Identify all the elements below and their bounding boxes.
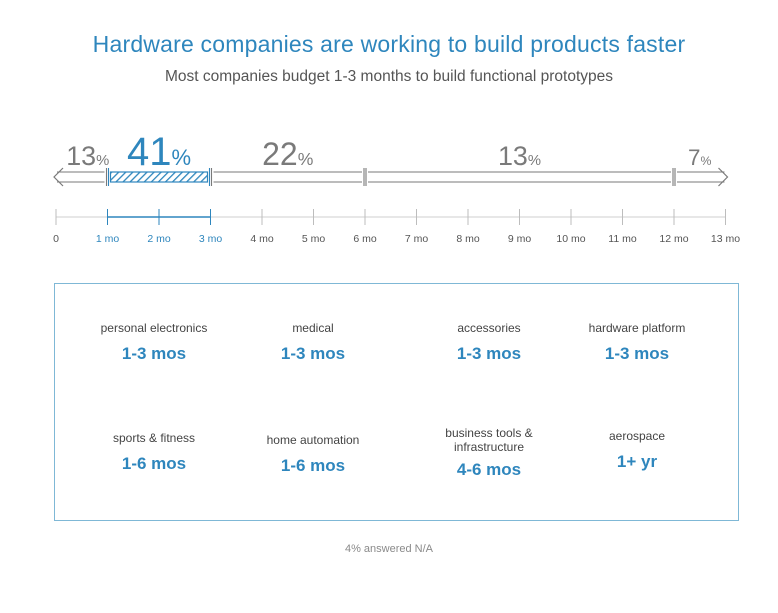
category-value: 1-3 mos [456, 344, 522, 363]
category-cell-sports-fitness: sports & fitness 1-6 mos [69, 431, 239, 474]
chart-title: Hardware companies are working to build … [92, 31, 686, 57]
timeline-segment: 13% [53, 141, 109, 187]
category-label: aerospace [608, 429, 666, 443]
axis-tick-label: 13 mo [711, 233, 740, 245]
category-value: 1-6 mos [121, 454, 187, 473]
segment-bar-hatched [109, 171, 209, 183]
category-value: 1-3 mos [280, 344, 346, 363]
axis-tick-label: 10 mo [556, 233, 585, 245]
segment-percent-value: 13 [66, 141, 96, 171]
category-label: home automation [266, 433, 360, 447]
segment-arrow-right [718, 167, 729, 187]
segment-percent-label: 41% [127, 130, 191, 174]
category-cell-home-automation: home automation 1-6 mos [228, 433, 398, 476]
axis-tick-label: 2 mo [147, 233, 171, 245]
axis-tick-label: 6 mo [353, 233, 377, 245]
segment-percent-symbol: % [96, 153, 109, 169]
segment-percent-symbol: % [528, 153, 541, 169]
segment-percent-value: 22 [262, 136, 298, 172]
segment-percent-symbol: % [171, 145, 191, 170]
category-label: business tools & infrastructure [445, 426, 533, 454]
category-cell-business-tools: business tools & infrastructure 4-6 mos [429, 426, 549, 480]
category-value: 1+ yr [616, 452, 658, 471]
segment-percent-symbol: % [298, 149, 314, 169]
footnote: 4% answered N/A [344, 543, 434, 555]
category-label: medical [292, 321, 334, 335]
segment-percent-label: 22% [262, 136, 313, 172]
axis-tick-label: 8 mo [456, 233, 480, 245]
category-cell-hardware-platform: hardware platform 1-3 mos [552, 321, 722, 364]
category-cell-medical: medical 1-3 mos [228, 321, 398, 364]
category-cell-accessories: accessories 1-3 mos [404, 321, 574, 364]
segment-arrow-left [53, 167, 64, 187]
axis-tick-label: 11 mo [608, 233, 637, 245]
timeline-segment: 7% [674, 145, 729, 187]
axis-tick-label: 7 mo [405, 233, 429, 245]
category-label: personal electronics [100, 321, 208, 335]
category-label: sports & fitness [112, 431, 196, 445]
category-label: hardware platform [588, 321, 686, 335]
axis-tick-label: 12 mo [659, 233, 688, 245]
category-value: 1-3 mos [604, 344, 670, 363]
category-cell-personal-electronics: personal electronics 1-3 mos [69, 321, 239, 364]
category-value: 1-3 mos [121, 344, 187, 363]
axis-tick-label: 4 mo [250, 233, 274, 245]
category-panel: personal electronics 1-3 mos medical 1-3… [54, 283, 739, 521]
segment-percent-label: 7% [688, 145, 711, 170]
segment-percent-label: 13% [66, 141, 109, 171]
category-value: 1-6 mos [280, 456, 346, 475]
segment-percent-value: 41 [127, 130, 172, 174]
timeline-segment: 41% [107, 130, 211, 186]
segment-percent-value: 7 [688, 145, 700, 170]
timeline-segment: 13% [365, 141, 674, 186]
chart-subtitle: Most companies budget 1-3 months to buil… [164, 68, 614, 85]
segment-percent-value: 13 [498, 141, 528, 171]
axis-tick-label: 5 mo [302, 233, 326, 245]
axis-tick-label: 9 mo [508, 233, 532, 245]
timeline-segment: 22% [210, 136, 365, 186]
axis-tick-label: 0 [53, 233, 59, 245]
axis-tick-label: 1 mo [96, 233, 120, 245]
axis-tick-label: 3 mo [199, 233, 223, 245]
category-value: 4-6 mos [456, 460, 522, 479]
category-label: accessories [457, 321, 521, 335]
category-cell-aerospace: aerospace 1+ yr [552, 429, 722, 472]
segment-percent-label: 13% [498, 141, 541, 171]
segment-percent-symbol: % [701, 154, 712, 168]
